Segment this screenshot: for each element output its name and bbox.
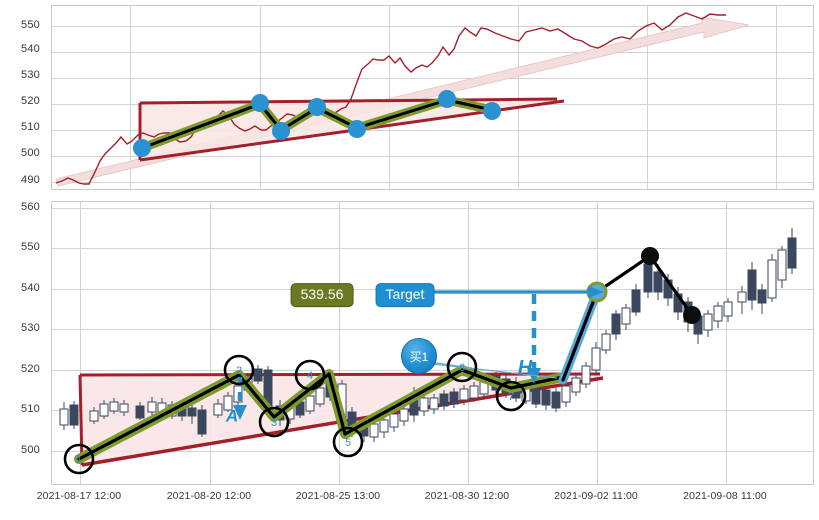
x-tick-4: 2021-09-02 11:00 — [554, 490, 638, 502]
y-tick-520: 520 — [21, 95, 40, 107]
y-tick-530: 530 — [21, 322, 40, 334]
detail-panel: 560 550 540 530 520 510 500 — [0, 196, 819, 520]
amplitude-marker-label: A — [225, 406, 239, 426]
pivot-numbers: 1 2 3 4 5 6 7 — [76, 362, 514, 466]
projection-path — [558, 247, 701, 385]
overview-panel: 550 540 530 520 510 500 490 — [0, 0, 819, 196]
y-tick-560: 560 — [21, 201, 40, 213]
y-tick-520: 520 — [21, 363, 40, 375]
y-tick-500: 500 — [21, 147, 40, 159]
overview-svg — [52, 6, 813, 189]
x-tick-3: 2021-08-30 12:00 — [424, 490, 510, 502]
overview-pivot-dots — [133, 90, 501, 157]
y-tick-510: 510 — [21, 403, 40, 415]
pivot-num-7: 7 — [508, 391, 514, 403]
pivot-num-5: 5 — [345, 437, 351, 449]
pivot-num-4: 4 — [307, 370, 313, 382]
pivot-num-2: 2 — [236, 365, 242, 377]
pivot-num-6: 6 — [459, 362, 465, 374]
price-badge[interactable]: 539.56 — [290, 283, 354, 307]
buy-connector — [423, 362, 558, 379]
y-tick-550: 550 — [21, 19, 40, 31]
x-tick-5: 2021-09-08 11:00 — [683, 490, 767, 502]
x-tick-0: 2021-08-17 12:00 — [36, 490, 122, 502]
pivot-num-3: 3 — [271, 417, 277, 429]
y-tick-540: 540 — [21, 282, 40, 294]
x-tick-2: 2021-08-25 13:00 — [295, 490, 381, 502]
target-badge[interactable]: Target — [375, 283, 435, 307]
buy-signal-bubble[interactable]: 买1 — [401, 338, 437, 374]
detail-x-axis: 2021-08-17 12:00 2021-08-20 12:00 2021-0… — [0, 490, 819, 512]
pivot-num-1: 1 — [76, 454, 82, 466]
grid-horizontal — [52, 208, 813, 452]
y-tick-490: 490 — [21, 174, 40, 186]
overview-plot-area — [51, 5, 814, 190]
overview-price-line — [55, 27, 488, 185]
y-tick-530: 530 — [21, 69, 40, 81]
height-marker-label: H — [517, 357, 533, 379]
detail-plot-area: 1 2 3 4 5 6 7 539.56 Target 买1 H A — [51, 201, 814, 485]
y-tick-540: 540 — [21, 43, 40, 55]
target-line — [404, 286, 604, 298]
detail-svg: 1 2 3 4 5 6 7 — [52, 202, 813, 484]
y-tick-500: 500 — [21, 444, 40, 456]
y-tick-550: 550 — [21, 241, 40, 253]
overview-price-line-2 — [486, 12, 726, 49]
x-tick-1: 2021-08-20 12:00 — [166, 490, 252, 502]
pivot-circles — [63, 351, 527, 475]
y-tick-510: 510 — [21, 121, 40, 133]
